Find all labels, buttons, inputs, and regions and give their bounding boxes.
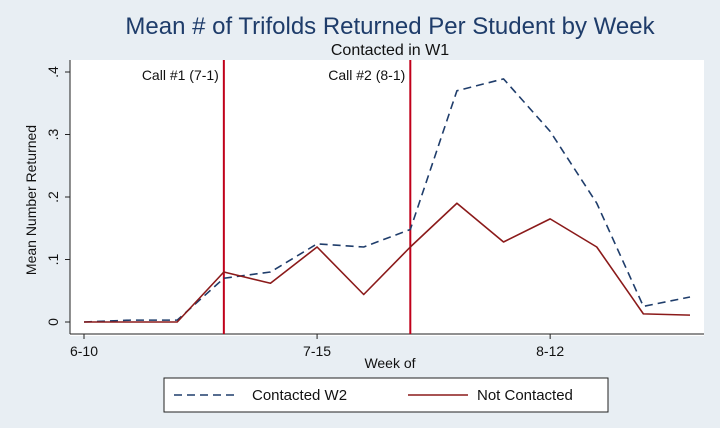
series-line (84, 202, 691, 323)
legend-label-contacted-w2: Contacted W2 (252, 387, 347, 404)
reference-line-label: Call #2 (8-1) (328, 67, 405, 83)
legend-label-not-contacted: Not Contacted (477, 387, 573, 404)
y-tick-label: .1 (45, 253, 61, 265)
ticks: 6-10 7-15 8-12 0 .1 .2 .3 .4 (45, 66, 564, 359)
series-line (83, 78, 691, 323)
legend: Contacted W2 Not Contacted (163, 377, 609, 413)
y-tick-label: .3 (45, 128, 61, 140)
reference-lines: Call #1 (7-1) Call #2 (8-1) (142, 60, 412, 334)
chart-title: Mean # of Trifolds Returned Per Student … (125, 13, 655, 40)
y-tick-label: .4 (45, 66, 61, 78)
x-tick-label: 6-10 (70, 343, 98, 359)
y-tick-label: .2 (45, 191, 61, 203)
y-axis-label: Mean Number Returned (23, 125, 39, 275)
y-tick-label: 0 (45, 318, 61, 326)
chart-subtitle: Contacted in W1 (331, 42, 449, 59)
series-lines (83, 78, 691, 323)
plot-background (70, 60, 704, 336)
x-axis-label: Week of (364, 355, 415, 371)
reference-line-label: Call #1 (7-1) (142, 67, 219, 83)
legend-box (163, 377, 609, 413)
x-tick-label: 7-15 (303, 343, 331, 359)
x-tick-label: 8-12 (536, 343, 564, 359)
